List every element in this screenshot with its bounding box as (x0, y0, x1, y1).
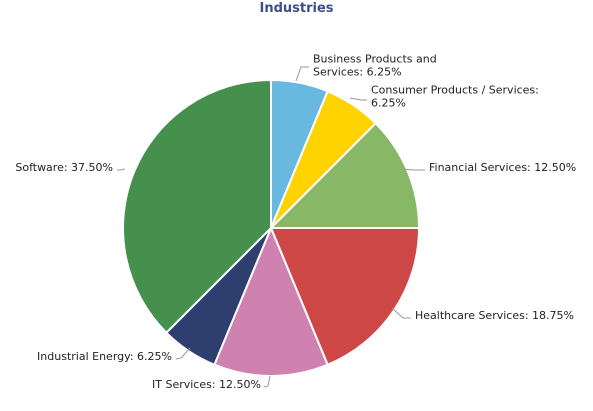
label-software: Software: 37.50% (15, 161, 113, 174)
label-line-consumer-products-services-1: 6.25% (371, 97, 406, 110)
label-line-financial-services-0: Financial Services: 12.50% (429, 161, 576, 174)
slice-software (122, 78, 272, 335)
label-business-products-and-services: Business Products and Services: 6.25% (313, 53, 437, 79)
label-line-healthcare-services-0: Healthcare Services: 18.75% (415, 309, 574, 322)
connector-industrial-energy (175, 347, 191, 360)
label-healthcare-services: Healthcare Services: 18.75% (415, 309, 574, 322)
label-industrial-energy: Industrial Energy: 6.25% (37, 350, 172, 363)
label-line-software-0: Software: 37.50% (15, 161, 113, 174)
label-line-industrial-energy-0: Industrial Energy: 6.25% (37, 350, 172, 363)
label-it-services: IT Services: 12.50% (152, 378, 261, 391)
connector-business-products-and-services (295, 66, 309, 82)
slice-it-services (213, 225, 329, 377)
label-line-business-products-and-services-1: Services: 6.25% (313, 66, 402, 79)
label-line-consumer-products-services-0: Consumer Products / Services: (371, 84, 539, 97)
slice-financial-services (268, 121, 421, 229)
label-financial-services: Financial Services: 12.50% (429, 161, 576, 174)
connector-healthcare-services (391, 307, 411, 319)
connector-it-services (263, 375, 271, 388)
connector-financial-services (402, 168, 425, 171)
label-line-business-products-and-services-0: Business Products and (313, 53, 437, 66)
connector-software (117, 168, 126, 171)
label-consumer-products-services: Consumer Products / Services: 6.25% (371, 84, 539, 110)
connector-consumer-products-services (349, 97, 367, 101)
label-line-it-services-0: IT Services: 12.50% (152, 378, 261, 391)
chart-title: Industries (259, 1, 334, 16)
